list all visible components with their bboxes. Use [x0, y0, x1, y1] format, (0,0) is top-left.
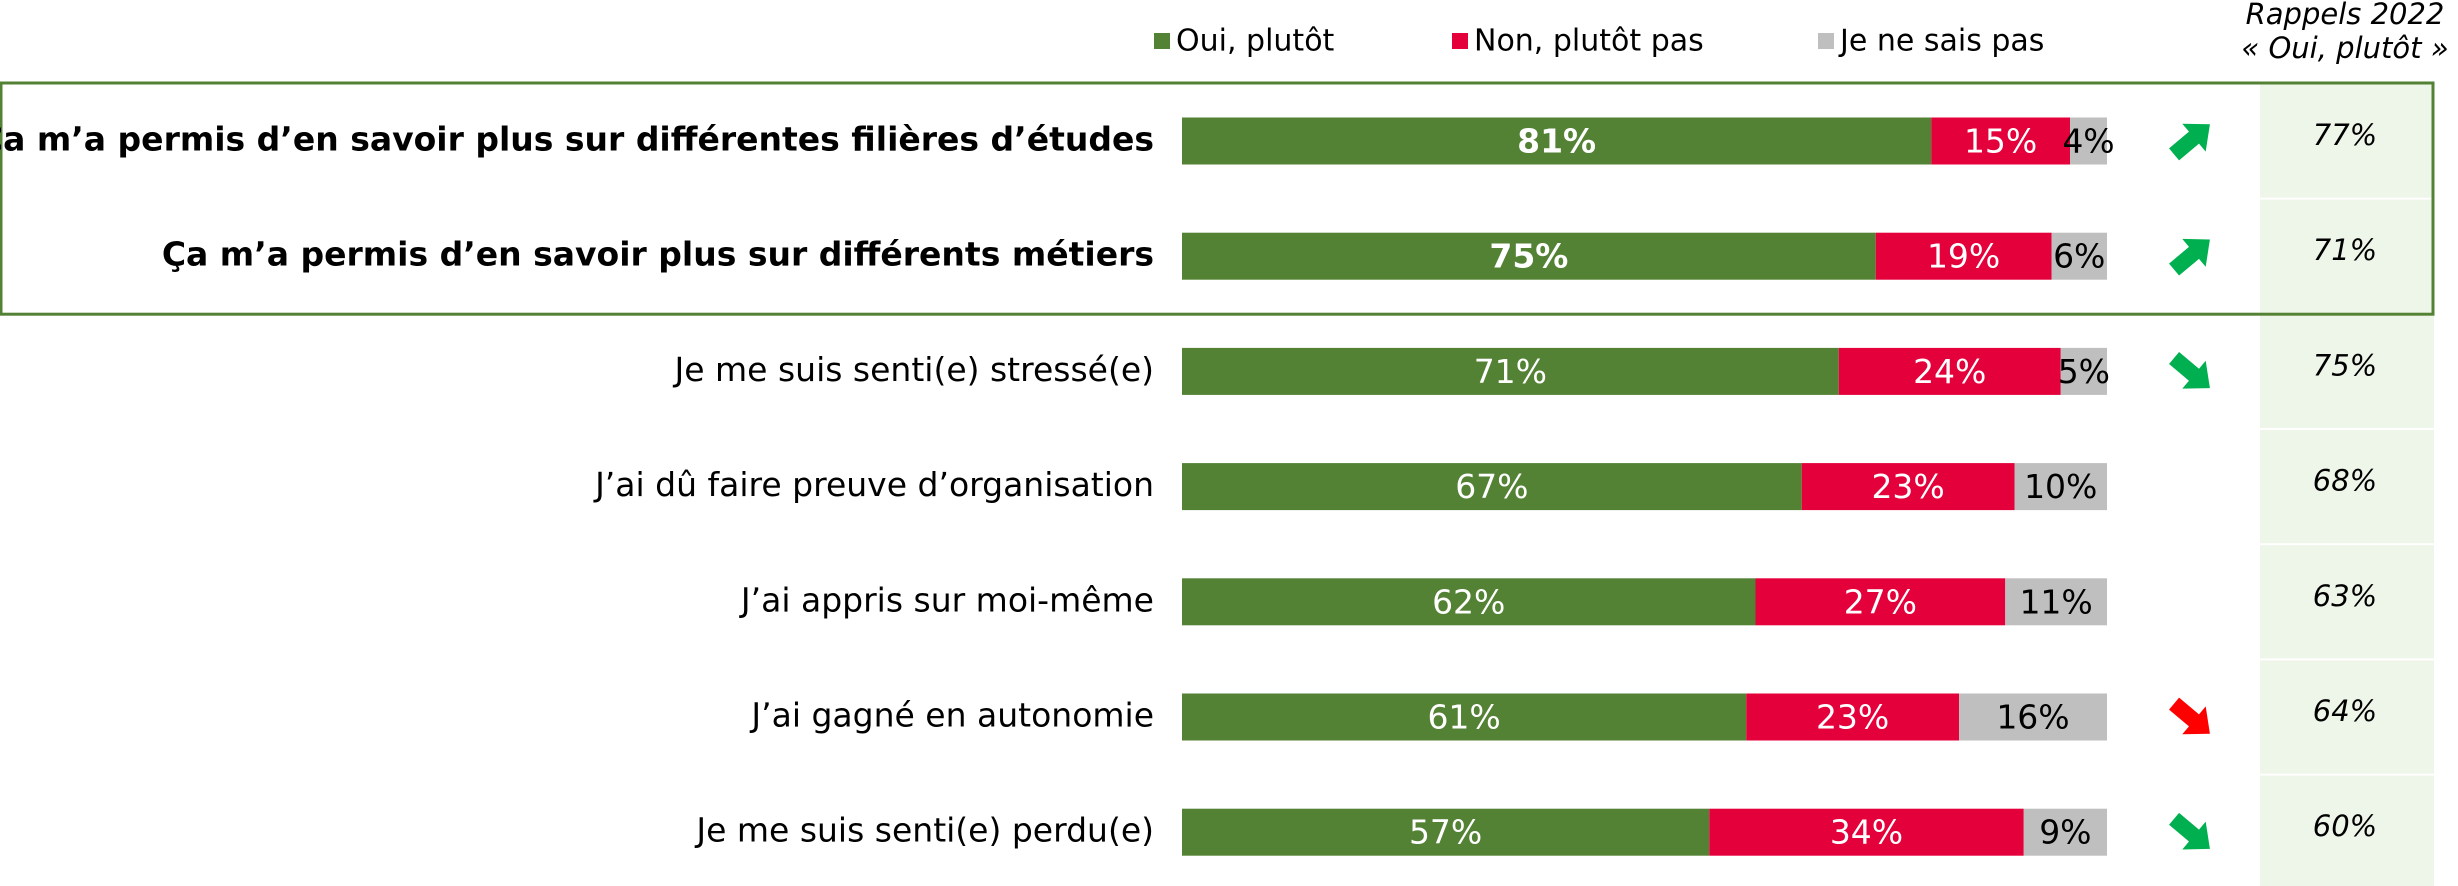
legend-label: Je ne sais pas — [1838, 24, 2044, 59]
trend-arrow-shape — [2169, 123, 2210, 161]
recall-value: 71% — [2313, 233, 2377, 267]
highlight-box — [0, 81, 2435, 316]
recall-value: 64% — [2313, 694, 2377, 728]
recall-cell — [2260, 430, 2434, 544]
recall-title: « Oui, plutôt » — [2241, 31, 2448, 65]
value-label: 27% — [1844, 582, 1917, 621]
value-label: 5% — [2058, 352, 2110, 391]
trend-arrow-shape — [2169, 812, 2210, 850]
bar-segment — [1182, 463, 1802, 511]
recall-cell — [2260, 199, 2434, 313]
bar-segment — [1182, 808, 1710, 856]
recall-cell — [2260, 775, 2434, 886]
bar-segment — [2023, 808, 2107, 856]
recall-cell — [2260, 545, 2434, 659]
bar-segment — [1755, 578, 2006, 626]
recall-value: 68% — [2313, 464, 2377, 498]
value-label: 23% — [1816, 698, 1889, 737]
recall-value: 63% — [2313, 579, 2377, 613]
recall-cell — [2260, 84, 2434, 198]
category-label: Je me suis senti(e) stressé(e) — [673, 350, 1155, 389]
value-label: 34% — [1830, 813, 1903, 852]
category-label: J’ai dû faire preuve d’organisation — [593, 465, 1154, 504]
trend-arrow — [2169, 123, 2210, 161]
value-label: 75% — [1489, 237, 1568, 276]
value-label: 57% — [1409, 813, 1482, 852]
trend-arrow-shape — [2169, 697, 2210, 735]
value-label: 11% — [2019, 582, 2092, 621]
value-label: 71% — [1474, 352, 1547, 391]
trend-arrow-shape — [2169, 238, 2210, 276]
value-label: 23% — [1871, 467, 1944, 506]
trend-arrow — [2169, 238, 2210, 276]
bar-segment — [1746, 693, 1959, 741]
legend-label: Non, plutôt pas — [1474, 24, 1704, 59]
recall-cell — [2260, 314, 2434, 428]
legend-swatch — [1154, 33, 1170, 49]
bar-segment — [1709, 808, 2024, 856]
value-label: 6% — [2053, 237, 2105, 276]
recall-value: 60% — [2313, 809, 2377, 843]
trend-arrow — [2169, 697, 2210, 735]
bar-segment — [2060, 347, 2107, 395]
value-label: 16% — [1996, 698, 2069, 737]
value-label: 61% — [1427, 698, 1500, 737]
bar-segment — [2014, 463, 2107, 511]
bar-segment — [1959, 693, 2107, 741]
value-label: 19% — [1927, 237, 2000, 276]
bar-segment — [1875, 232, 2052, 280]
legend-label: Oui, plutôt — [1176, 24, 1335, 59]
bar-segment — [2070, 117, 2107, 165]
bar-segment — [1182, 117, 1932, 165]
trend-arrow — [2169, 812, 2210, 850]
category-label: Ça m’a permis d’en savoir plus sur diffé… — [0, 120, 1154, 159]
recall-value: 77% — [2313, 118, 2377, 152]
recall-cell — [2260, 660, 2434, 774]
value-label: 67% — [1455, 467, 1528, 506]
bar-segment — [1931, 117, 2070, 165]
recall-title: Rappels 2022 — [2246, 0, 2445, 31]
value-label: 15% — [1964, 122, 2037, 161]
bar-segment — [1182, 232, 1876, 280]
value-label: 81% — [1517, 122, 1596, 161]
category-label: J’ai appris sur moi-même — [739, 580, 1154, 619]
bar-segment — [1801, 463, 2015, 511]
recall-value: 75% — [2313, 348, 2377, 382]
bar-segment — [1182, 693, 1747, 741]
value-label: 62% — [1432, 582, 1505, 621]
bar-segment — [1838, 347, 2061, 395]
category-label: J’ai gagné en autonomie — [749, 696, 1154, 735]
bar-segment — [1182, 578, 1756, 626]
value-label: 10% — [2024, 467, 2097, 506]
value-label: 9% — [2039, 813, 2091, 852]
legend-swatch — [1818, 33, 1834, 49]
category-label: Ça m’a permis d’en savoir plus sur diffé… — [162, 235, 1154, 274]
legend-swatch — [1452, 33, 1468, 49]
trend-arrow-shape — [2169, 352, 2210, 389]
value-label: 4% — [2062, 122, 2114, 161]
value-label: 24% — [1913, 352, 1986, 391]
bar-segment — [2005, 578, 2107, 626]
bar-segment — [2051, 232, 2107, 280]
trend-arrow — [2169, 352, 2210, 389]
category-label: Je me suis senti(e) perdu(e) — [694, 811, 1154, 850]
bar-segment — [1182, 347, 1839, 395]
